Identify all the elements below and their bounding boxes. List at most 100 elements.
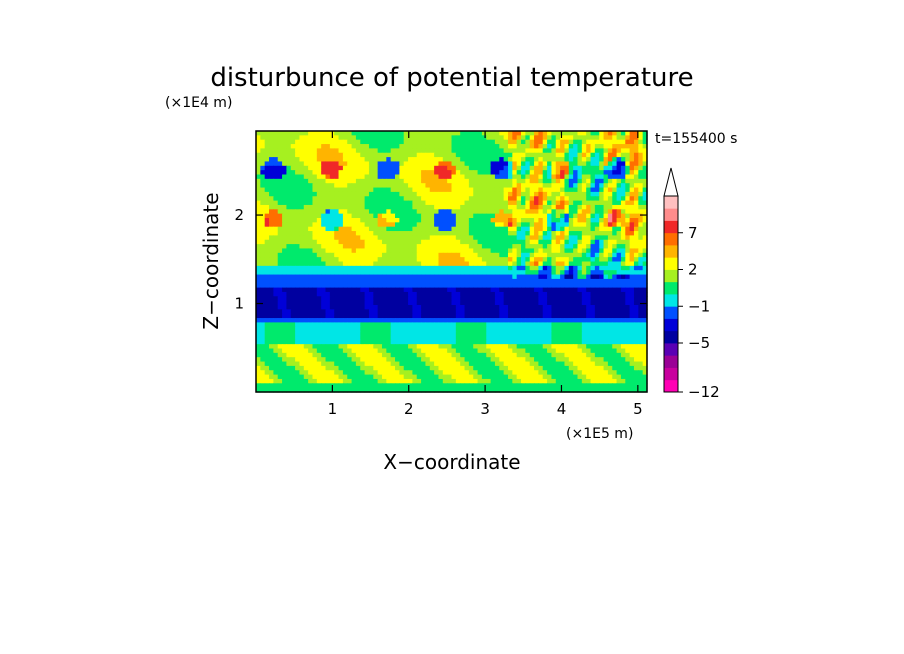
heatmap-cell — [547, 209, 553, 215]
heatmap-cell — [464, 144, 470, 149]
heatmap-cell — [581, 339, 587, 345]
heatmap-cell — [551, 157, 557, 163]
heatmap-cell — [564, 161, 570, 167]
heatmap-cell — [368, 174, 374, 180]
heatmap-cell — [360, 287, 366, 293]
heatmap-cell — [416, 296, 422, 302]
heatmap-cell — [438, 265, 444, 271]
heatmap-cell — [525, 305, 531, 310]
heatmap-cell — [612, 322, 618, 328]
heatmap-cell — [564, 231, 570, 236]
heatmap-cell — [481, 144, 487, 149]
heatmap-cell — [455, 278, 461, 284]
heatmap-cell — [256, 196, 261, 202]
heatmap-cell — [577, 239, 583, 245]
heatmap-cell — [434, 361, 440, 367]
heatmap-cell — [568, 187, 574, 193]
heatmap-cell — [299, 209, 305, 215]
heatmap-cell — [338, 235, 344, 241]
heatmap-cell — [316, 226, 322, 232]
heatmap-cell — [568, 309, 574, 315]
heatmap-cell — [451, 252, 457, 258]
heatmap-cell — [256, 370, 261, 376]
heatmap-cell — [321, 322, 327, 328]
heatmap-cell — [586, 274, 592, 280]
heatmap-cell — [308, 196, 314, 202]
heatmap-cell — [416, 274, 422, 280]
heatmap-cell — [521, 231, 526, 236]
heatmap-cell — [334, 357, 340, 363]
heatmap-cell — [360, 244, 366, 250]
heatmap-cell — [612, 361, 618, 367]
heatmap-cell — [521, 357, 526, 363]
heatmap-cell — [516, 161, 522, 167]
heatmap-cell — [594, 291, 600, 297]
heatmap-cell — [429, 331, 435, 337]
heatmap-cell — [529, 213, 535, 219]
heatmap-cell — [521, 365, 526, 371]
heatmap-cell — [312, 278, 318, 284]
heatmap-cell — [490, 218, 496, 223]
heatmap-cell — [468, 287, 474, 293]
heatmap-cell — [434, 326, 440, 332]
heatmap-cell — [555, 365, 561, 371]
heatmap-cell — [494, 313, 500, 319]
heatmap-cell — [373, 148, 379, 154]
heatmap-cell — [286, 348, 292, 354]
heatmap-cell — [599, 191, 605, 197]
heatmap-cell — [577, 296, 583, 302]
heatmap-cell — [629, 204, 635, 210]
heatmap-cell — [642, 287, 648, 293]
heatmap-cell — [286, 296, 292, 302]
heatmap-cell — [308, 287, 314, 293]
heatmap-cell — [269, 213, 274, 219]
heatmap-cell — [642, 322, 648, 328]
heatmap-cell — [633, 257, 639, 263]
heatmap-cell — [542, 209, 548, 215]
heatmap-cell — [464, 261, 470, 267]
heatmap-cell — [477, 291, 483, 297]
heatmap-cell — [390, 348, 396, 354]
heatmap-cell — [455, 139, 461, 145]
heatmap-cell — [616, 226, 622, 232]
heatmap-cell — [290, 209, 296, 215]
heatmap-cell — [577, 135, 583, 141]
heatmap-cell — [390, 135, 396, 141]
heatmap-cell — [451, 257, 457, 263]
heatmap-cell — [538, 222, 544, 228]
heatmap-cell — [381, 196, 387, 202]
heatmap-cell — [551, 183, 557, 189]
heatmap-cell — [455, 300, 461, 306]
heatmap-cell — [364, 131, 370, 136]
heatmap-cell — [642, 152, 648, 158]
heatmap-cell — [295, 191, 301, 197]
heatmap-cell — [560, 178, 566, 184]
heatmap-cell — [516, 348, 522, 354]
heatmap-cell — [529, 200, 535, 206]
heatmap-cell — [447, 278, 453, 284]
heatmap-cell — [368, 357, 374, 363]
heatmap-cell — [434, 183, 440, 189]
heatmap-cell — [464, 178, 470, 184]
heatmap-cell — [377, 296, 383, 302]
heatmap-cell — [599, 187, 605, 193]
heatmap-cell — [347, 370, 353, 376]
heatmap-cell — [560, 252, 566, 258]
heatmap-cell — [264, 144, 270, 149]
heatmap-cell — [455, 252, 461, 258]
heatmap-cell — [447, 209, 453, 215]
heatmap-cell — [308, 326, 314, 332]
heatmap-cell — [256, 278, 261, 284]
heatmap-cell — [342, 231, 348, 236]
heatmap-cell — [568, 213, 574, 219]
heatmap-cell — [334, 274, 340, 280]
heatmap-cell — [256, 213, 261, 219]
heatmap-cell — [338, 157, 344, 163]
heatmap-cell — [264, 131, 270, 136]
heatmap-cell — [607, 352, 613, 358]
heatmap-cell — [403, 239, 409, 245]
heatmap-cell — [360, 152, 366, 158]
heatmap-cell — [434, 157, 440, 163]
heatmap-cell — [377, 139, 383, 145]
heatmap-cell — [325, 196, 331, 202]
